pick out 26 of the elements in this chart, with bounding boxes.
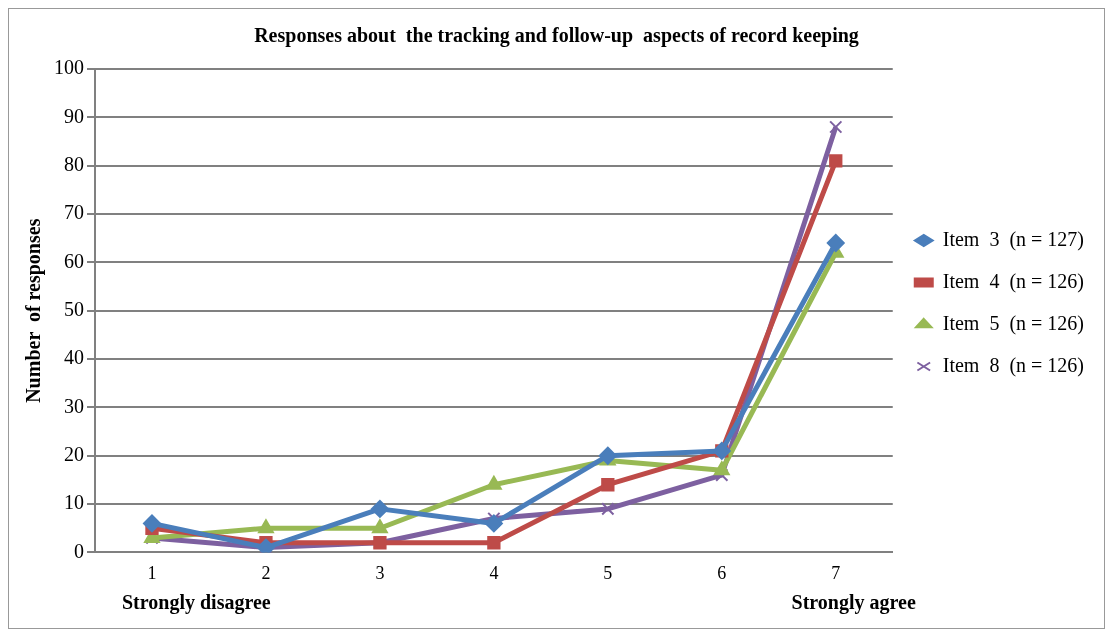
y-tick-label: 30 [64, 394, 84, 417]
chart-title: Responses about the tracking and follow-up aspects of record keeping [254, 24, 859, 48]
y-tick-label: 60 [64, 249, 84, 272]
x-tick-label: 5 [603, 562, 613, 583]
legend-label: Item 8 (n = 126) [942, 353, 1084, 377]
y-tick-label: 0 [74, 539, 84, 562]
legend-label: Item 3 (n = 127) [942, 227, 1084, 251]
y-tick-label: 90 [64, 104, 84, 127]
y-tick-label: 40 [64, 346, 84, 369]
y-tick-label: 10 [64, 491, 84, 514]
y-tick-label: 70 [64, 201, 84, 224]
x-tick-label: 4 [489, 562, 499, 583]
y-tick-label: 20 [64, 442, 84, 465]
y-tick-label: 50 [64, 297, 84, 320]
text: Strongly agree [791, 591, 916, 615]
x-tick-label: 6 [717, 562, 727, 583]
x-tick-label: 1 [147, 562, 157, 583]
x-tick-label: 3 [375, 562, 385, 583]
y-axis-title: Number of responses [22, 218, 46, 403]
legend-label: Item 5 (n = 126) [942, 311, 1084, 335]
x-tick-label: 7 [831, 562, 841, 583]
x-tick-label: 2 [261, 562, 271, 583]
y-tick-label: 100 [54, 56, 84, 79]
legend-label: Item 4 (n = 126) [942, 269, 1084, 293]
y-tick-label: 80 [64, 152, 84, 175]
text: Strongly disagree [121, 591, 271, 615]
